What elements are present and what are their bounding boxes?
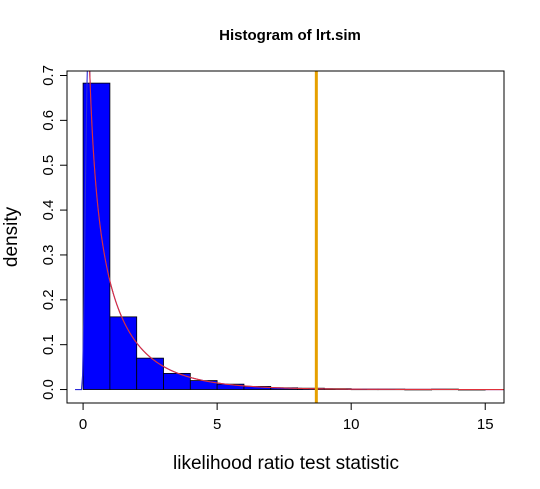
chart-title: Histogram of lrt.sim <box>219 27 361 44</box>
histogram-bar <box>109 316 138 390</box>
y-tick-label: 0.0 <box>40 379 57 400</box>
plot-area <box>75 71 504 403</box>
histogram-bar <box>136 357 164 390</box>
density-curve <box>75 71 504 391</box>
y-tick-label: 0.1 <box>40 334 57 355</box>
y-tick-label: 0.3 <box>40 245 57 266</box>
y-tick-label: 0.4 <box>40 200 57 221</box>
x-axis: 0 5 10 15 <box>79 402 494 433</box>
x-tick-label: 15 <box>477 416 494 433</box>
y-axis-label: density <box>1 206 22 267</box>
y-tick-label: 0.6 <box>40 110 57 131</box>
histogram-bar <box>82 82 111 390</box>
y-tick-label: 0.2 <box>40 289 57 310</box>
plot-marks <box>75 71 504 403</box>
x-tick-label: 5 <box>213 416 221 433</box>
y-axis: 0.0 0.1 0.2 0.3 0.4 0.5 0.6 0.7 <box>40 65 68 400</box>
chi-square-curve <box>89 71 504 391</box>
x-axis-label: likelihood ratio test statistic <box>173 453 399 474</box>
x-tick-label: 10 <box>343 416 360 433</box>
y-tick-label: 0.5 <box>40 155 57 176</box>
x-tick-label: 0 <box>79 416 87 433</box>
y-tick-label: 0.7 <box>40 65 57 86</box>
